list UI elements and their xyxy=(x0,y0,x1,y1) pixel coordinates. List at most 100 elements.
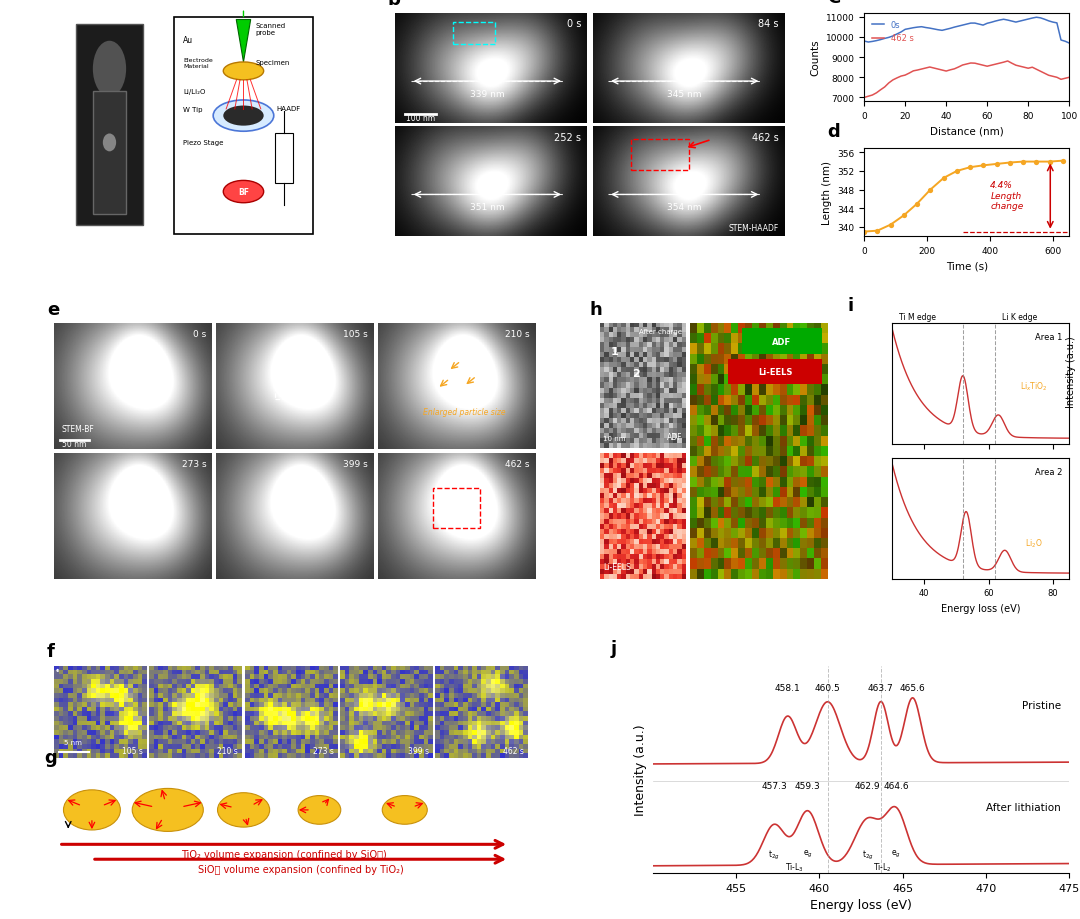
Text: 462 s: 462 s xyxy=(752,132,779,142)
Text: 462 s: 462 s xyxy=(503,746,524,754)
Text: t$_{2g}$: t$_{2g}$ xyxy=(769,848,780,861)
Text: e$_g$: e$_g$ xyxy=(891,848,901,859)
Ellipse shape xyxy=(93,41,126,97)
Text: SiOᵯ volume expansion (confined by TiO₂): SiOᵯ volume expansion (confined by TiO₂) xyxy=(198,865,403,875)
Text: Ti-L$_2$: Ti-L$_2$ xyxy=(874,860,892,873)
Text: Li K edge: Li K edge xyxy=(1002,312,1037,322)
Text: Li$_x$TiO$_2$: Li$_x$TiO$_2$ xyxy=(1020,380,1048,392)
Ellipse shape xyxy=(224,181,264,203)
Text: b: b xyxy=(388,0,401,9)
Y-axis label: Counts: Counts xyxy=(810,40,820,76)
Ellipse shape xyxy=(103,134,117,153)
Polygon shape xyxy=(237,20,251,62)
Text: After charge: After charge xyxy=(639,329,681,335)
Text: 4.4%
Length
change: 4.4% Length change xyxy=(990,181,1024,210)
Text: 399 s: 399 s xyxy=(343,460,368,469)
Bar xyxy=(275,134,293,184)
Text: 399 s: 399 s xyxy=(408,746,429,754)
Ellipse shape xyxy=(132,789,203,832)
Text: Area 2: Area 2 xyxy=(1035,467,1062,476)
Text: Li-EELS: Li-EELS xyxy=(603,562,631,572)
Text: j: j xyxy=(611,640,617,657)
Text: W Tip: W Tip xyxy=(183,107,202,113)
Text: STEM-HAADF: STEM-HAADF xyxy=(728,223,779,233)
Ellipse shape xyxy=(217,793,270,827)
Text: d: d xyxy=(827,123,840,142)
Ellipse shape xyxy=(224,62,264,81)
Text: Enlarged particle size: Enlarged particle size xyxy=(422,407,505,416)
Text: 252 s: 252 s xyxy=(554,132,581,142)
Text: C: C xyxy=(827,0,840,6)
Y-axis label: Intensity (a.u.): Intensity (a.u.) xyxy=(634,723,647,815)
Text: 345 nm: 345 nm xyxy=(667,90,702,98)
Text: 5 nm: 5 nm xyxy=(64,740,81,745)
Text: 339 nm: 339 nm xyxy=(470,90,504,98)
Y-axis label: Length (nm): Length (nm) xyxy=(822,161,832,224)
Text: 462 s: 462 s xyxy=(505,460,530,469)
Ellipse shape xyxy=(298,796,341,824)
X-axis label: Distance (nm): Distance (nm) xyxy=(930,127,1003,137)
Text: f: f xyxy=(46,642,54,660)
Text: 2: 2 xyxy=(632,369,639,379)
Text: 351 nm: 351 nm xyxy=(470,203,504,212)
Text: i: i xyxy=(848,296,854,314)
Text: Piezo Stage: Piezo Stage xyxy=(183,141,224,146)
Text: Ti M edge: Ti M edge xyxy=(900,312,936,322)
Text: 210 s: 210 s xyxy=(505,330,530,339)
Bar xyxy=(275,364,314,399)
Bar xyxy=(631,141,689,171)
Text: Specimen: Specimen xyxy=(255,60,289,66)
Text: 84 s: 84 s xyxy=(758,19,779,29)
Text: 460.5: 460.5 xyxy=(814,684,840,693)
Bar xyxy=(93,92,126,215)
Bar xyxy=(77,25,143,226)
Text: 0 s: 0 s xyxy=(193,330,206,339)
Text: Electrode
Material: Electrode Material xyxy=(183,59,213,69)
Text: 50 nm: 50 nm xyxy=(63,440,86,449)
Bar xyxy=(432,489,480,528)
Ellipse shape xyxy=(382,796,428,824)
Text: a: a xyxy=(57,20,69,39)
Legend: 0s, 462 s: 0s, 462 s xyxy=(868,18,917,47)
Text: After lithiation: After lithiation xyxy=(986,801,1061,811)
Text: 354 nm: 354 nm xyxy=(667,203,702,212)
Text: t$_{2g}$: t$_{2g}$ xyxy=(862,848,874,861)
Text: 100 nm: 100 nm xyxy=(406,113,435,122)
Text: h: h xyxy=(590,301,602,319)
Text: BF: BF xyxy=(238,187,249,197)
Text: HAADF: HAADF xyxy=(276,106,301,112)
Text: e: e xyxy=(48,301,60,319)
Text: Pristine: Pristine xyxy=(1022,700,1061,710)
Text: Li-EELS: Li-EELS xyxy=(758,368,793,377)
Text: Intensity (a.u.): Intensity (a.u.) xyxy=(1066,336,1077,408)
Text: 0 s: 0 s xyxy=(567,19,581,29)
Text: Li$_2$O: Li$_2$O xyxy=(1025,537,1042,549)
Text: 273 s: 273 s xyxy=(313,746,334,754)
Text: 464.6: 464.6 xyxy=(883,781,908,790)
Bar xyxy=(728,359,822,385)
X-axis label: Energy loss (eV): Energy loss (eV) xyxy=(941,603,1021,613)
Text: 462.9: 462.9 xyxy=(854,781,880,790)
Text: ADF: ADF xyxy=(666,433,681,441)
Text: e$_g$: e$_g$ xyxy=(802,848,812,859)
Text: Li/Li₂O: Li/Li₂O xyxy=(183,89,205,95)
Text: Au: Au xyxy=(183,36,193,45)
Text: 459.3: 459.3 xyxy=(795,781,821,790)
Text: STEM-BF: STEM-BF xyxy=(62,425,95,434)
Ellipse shape xyxy=(213,101,273,132)
Ellipse shape xyxy=(64,790,120,830)
Text: 105 s: 105 s xyxy=(343,330,368,339)
X-axis label: Energy loss (eV): Energy loss (eV) xyxy=(810,898,912,912)
Text: Area 1: Area 1 xyxy=(1035,333,1062,341)
Text: ADF: ADF xyxy=(772,337,792,346)
Text: TiO₂ volume expansion (confined by SiOᵯ): TiO₂ volume expansion (confined by SiOᵯ) xyxy=(181,849,387,859)
Text: 463.7: 463.7 xyxy=(868,684,894,693)
Text: Ti-L$_3$: Ti-L$_3$ xyxy=(785,860,804,873)
Text: g: g xyxy=(44,748,57,766)
Bar xyxy=(742,329,822,355)
Text: Scanned
probe: Scanned probe xyxy=(255,23,285,36)
X-axis label: Time (s): Time (s) xyxy=(946,261,988,271)
Text: 273 s: 273 s xyxy=(181,460,206,469)
Text: 465.6: 465.6 xyxy=(900,684,926,693)
Text: 10 nm: 10 nm xyxy=(603,436,625,441)
